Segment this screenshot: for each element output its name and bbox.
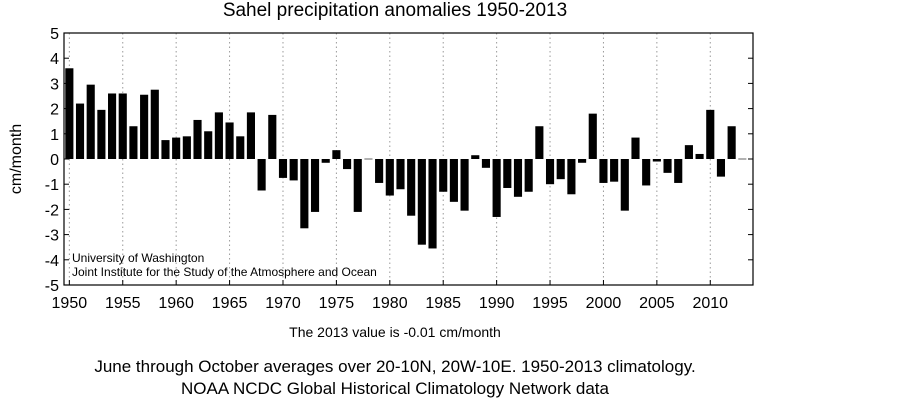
chart-note: The 2013 value is -0.01 cm/month [289,324,501,340]
bar-2003 [631,137,640,159]
bar-1985 [439,159,448,192]
x-axis-ticks: 1950 1955 1960 1965 1970 1975 1980 1985 1990 1995… [52,280,728,312]
bar-1960 [172,137,181,159]
x-tick-label-1950: 1950 [52,295,88,312]
bar-1957 [140,94,149,159]
bar-1999 [588,113,597,159]
bar-1977 [353,159,362,212]
bars [65,68,747,249]
x-tick-label-1955: 1955 [105,295,141,312]
bar-2002 [620,159,629,211]
bar-1959 [161,140,170,159]
bar-1961 [182,136,191,159]
bar-1996 [556,159,565,180]
y-tick-label-2: 2 [50,102,59,119]
bar-1993 [524,159,533,192]
bar-2004 [642,159,651,186]
x-tick-label-1985: 1985 [425,295,461,312]
y-axis-label: cm/month [8,124,25,194]
bar-1986 [449,159,458,202]
bar-1975 [332,150,341,159]
bar-1955 [118,93,127,159]
bar-1976 [343,159,352,170]
bar-1950 [65,68,74,159]
bar-1951 [75,103,85,159]
y-tick-label-0: 0 [50,152,59,169]
bar-2013 [738,158,747,160]
x-tick-label-1990: 1990 [479,295,515,312]
bar-1962 [193,119,202,159]
bar-1982 [407,159,416,216]
x-tick-label-1965: 1965 [212,295,248,312]
bar-1974 [321,159,330,163]
x-tick-label-1970: 1970 [265,295,301,312]
bar-2000 [599,159,608,183]
bar-1966 [236,136,245,159]
bar-1963 [204,131,213,159]
bar-1983 [417,159,426,245]
y-tick-label--2: -2 [45,202,59,219]
bar-2001 [610,159,619,182]
y-tick-label--3: -3 [45,228,59,245]
x-tick-label-2005: 2005 [639,295,675,312]
bar-1987 [460,159,469,211]
credit-line-1: University of Washington [72,251,204,265]
bar-2005 [652,159,661,162]
bar-1995 [545,159,555,185]
y-tick-label-3: 3 [50,76,59,93]
precipitation-chart: Sahel precipitation anomalies 1950-2013 … [8,0,754,340]
bar-1968 [257,159,266,191]
bar-1953 [97,109,106,159]
bar-1981 [396,159,405,190]
bar-2009 [695,153,704,159]
bar-1991 [503,159,512,188]
x-tick-label-1980: 1980 [372,295,408,312]
bar-1989 [481,159,491,168]
y-tick-label-5: 5 [50,26,59,43]
bar-1958 [150,89,159,159]
bar-1994 [535,126,544,159]
bar-1956 [129,126,138,159]
y-axis-ticks: 5 4 3 2 1 0 -1 -2 -3 -4 -5 [45,26,753,295]
x-tick-label-1975: 1975 [319,295,355,312]
bar-1980 [385,159,394,196]
bar-2011 [716,159,726,177]
bar-2010 [706,109,715,159]
bar-1971 [289,159,298,181]
bar-2007 [674,159,683,183]
caption-line-2: NOAA NCDC Global Historical Climatology … [181,379,609,398]
bar-1969 [268,114,277,159]
bar-1967 [246,112,255,159]
bar-2006 [663,159,672,173]
bar-1978 [364,158,373,160]
bar-1973 [310,159,320,212]
bar-1970 [278,159,288,178]
bar-1997 [567,159,576,195]
bar-1972 [300,159,309,229]
bar-1988 [471,155,480,159]
y-tick-label-1: 1 [50,127,59,144]
x-tick-label-1995: 1995 [532,295,568,312]
bar-2012 [727,126,736,159]
caption-line-1: June through October averages over 20-10… [94,357,696,376]
bar-1998 [578,159,587,163]
x-tick-label-1960: 1960 [158,295,194,312]
bar-1984 [428,159,437,249]
bar-1979 [375,159,384,183]
bar-1965 [225,122,234,159]
y-tick-label--5: -5 [45,278,59,295]
bar-1992 [513,159,523,197]
y-tick-label--4: -4 [45,253,59,270]
x-tick-label-2010: 2010 [692,295,728,312]
bar-1990 [492,159,501,217]
bar-1964 [214,112,223,159]
y-tick-label--1: -1 [45,177,59,194]
bar-1952 [86,84,95,159]
x-tick-label-2000: 2000 [586,295,622,312]
chart-title: Sahel precipitation anomalies 1950-2013 [223,0,567,21]
credit-line-2: Joint Institute for the Study of the Atm… [72,265,377,279]
bar-1954 [108,93,117,159]
bar-2008 [684,145,693,159]
y-tick-label-4: 4 [50,51,59,68]
